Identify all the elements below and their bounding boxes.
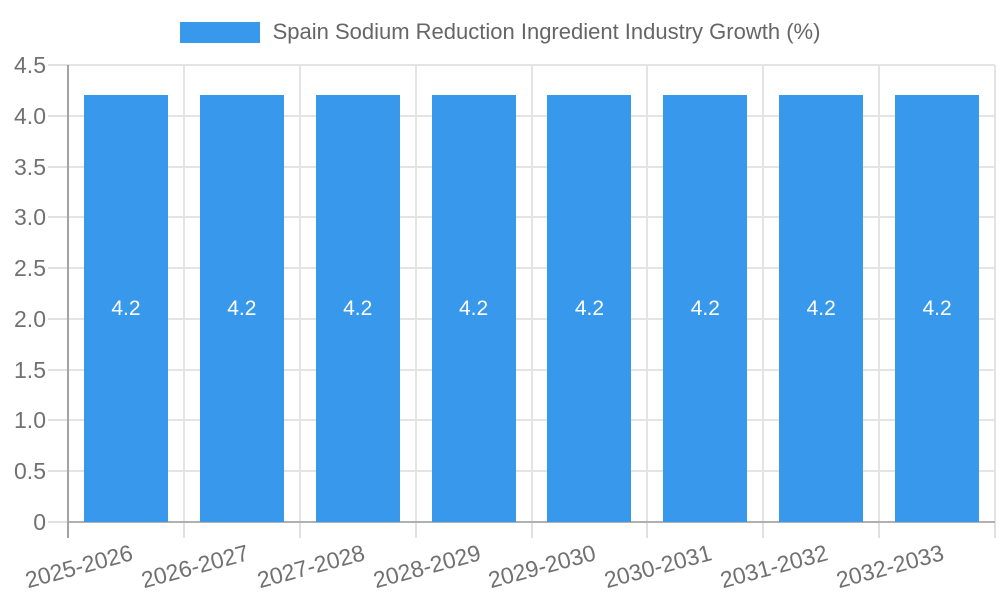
gridline-vertical — [878, 65, 881, 522]
x-axis-tick — [182, 522, 185, 538]
x-axis-tick — [298, 522, 301, 538]
bar-value-label: 4.2 — [690, 296, 720, 320]
y-axis-tick — [48, 267, 68, 270]
y-axis-tick — [48, 419, 68, 422]
y-axis-tick — [48, 470, 68, 473]
bar: 4.2 — [315, 95, 400, 522]
x-axis-tick-label: 2026-2027 — [138, 539, 252, 594]
x-axis-tick-label: 2027-2028 — [254, 539, 368, 594]
y-axis-tick — [48, 216, 68, 219]
gridline-vertical — [182, 65, 185, 522]
y-axis-tick-label: 3.5 — [14, 153, 46, 180]
y-axis-tick — [48, 317, 68, 320]
y-axis-tick — [48, 521, 68, 523]
bar: 4.2 — [199, 95, 284, 522]
x-axis-tick — [646, 522, 649, 538]
x-axis-tick-label: 2032-2033 — [833, 539, 947, 594]
y-axis-tick-label: 0 — [33, 509, 46, 535]
x-axis-tick — [878, 522, 881, 538]
bar: 4.2 — [895, 95, 980, 522]
bar-value-label: 4.2 — [574, 296, 605, 320]
legend-label: Spain Sodium Reduction Ingredient Indust… — [272, 19, 821, 44]
bar-value-label: 4.2 — [343, 296, 373, 320]
x-axis-tick-label: 2025-2026 — [22, 539, 136, 594]
bar: 4.2 — [547, 95, 632, 522]
bar-value-label: 4.2 — [806, 296, 836, 320]
y-axis-tick-label: 1.5 — [14, 356, 46, 383]
bar-value-label: 4.2 — [458, 296, 489, 320]
y-axis-tick — [48, 114, 68, 117]
y-axis-tick-label: 1.0 — [14, 407, 46, 434]
y-axis-tick-label: 0.5 — [14, 458, 46, 485]
gridline-vertical — [646, 65, 649, 522]
y-axis-tick — [48, 64, 68, 66]
gridline-vertical — [762, 65, 765, 522]
bar: 4.2 — [83, 95, 168, 522]
bar-value-label: 4.2 — [922, 296, 952, 320]
y-axis-tick-label: 3.0 — [14, 204, 46, 231]
y-axis-line — [67, 65, 69, 538]
gridline-vertical — [414, 65, 417, 522]
x-axis-tick-label: 2030-2031 — [601, 539, 715, 594]
x-axis-tick — [530, 522, 533, 538]
gridline-vertical — [994, 65, 996, 522]
x-axis-tick — [994, 522, 996, 538]
y-axis-tick — [48, 368, 68, 371]
y-axis-tick-label: 4.0 — [14, 102, 46, 129]
bar: 4.2 — [663, 95, 748, 522]
x-axis-tick-label: 2031-2032 — [717, 539, 831, 594]
x-axis-tick — [414, 522, 417, 538]
gridline-vertical — [298, 65, 301, 522]
legend-swatch — [179, 21, 260, 43]
bar-value-label: 4.2 — [111, 296, 141, 320]
x-axis-tick-label: 2029-2030 — [485, 539, 599, 594]
bar: 4.2 — [431, 95, 516, 522]
bar: 4.2 — [779, 95, 864, 522]
gridline-vertical — [530, 65, 533, 522]
y-axis-tick-label: 4.5 — [14, 52, 46, 78]
chart-legend[interactable]: Spain Sodium Reduction Ingredient Indust… — [0, 19, 1000, 45]
x-axis-tick — [762, 522, 765, 538]
x-axis-line — [68, 521, 995, 523]
y-axis-tick-label: 2.0 — [14, 305, 46, 332]
bar-value-label: 4.2 — [227, 296, 257, 320]
x-axis-tick-label: 2028-2029 — [369, 539, 483, 594]
y-axis-tick — [48, 165, 68, 168]
y-axis-tick-label: 2.5 — [14, 255, 46, 282]
